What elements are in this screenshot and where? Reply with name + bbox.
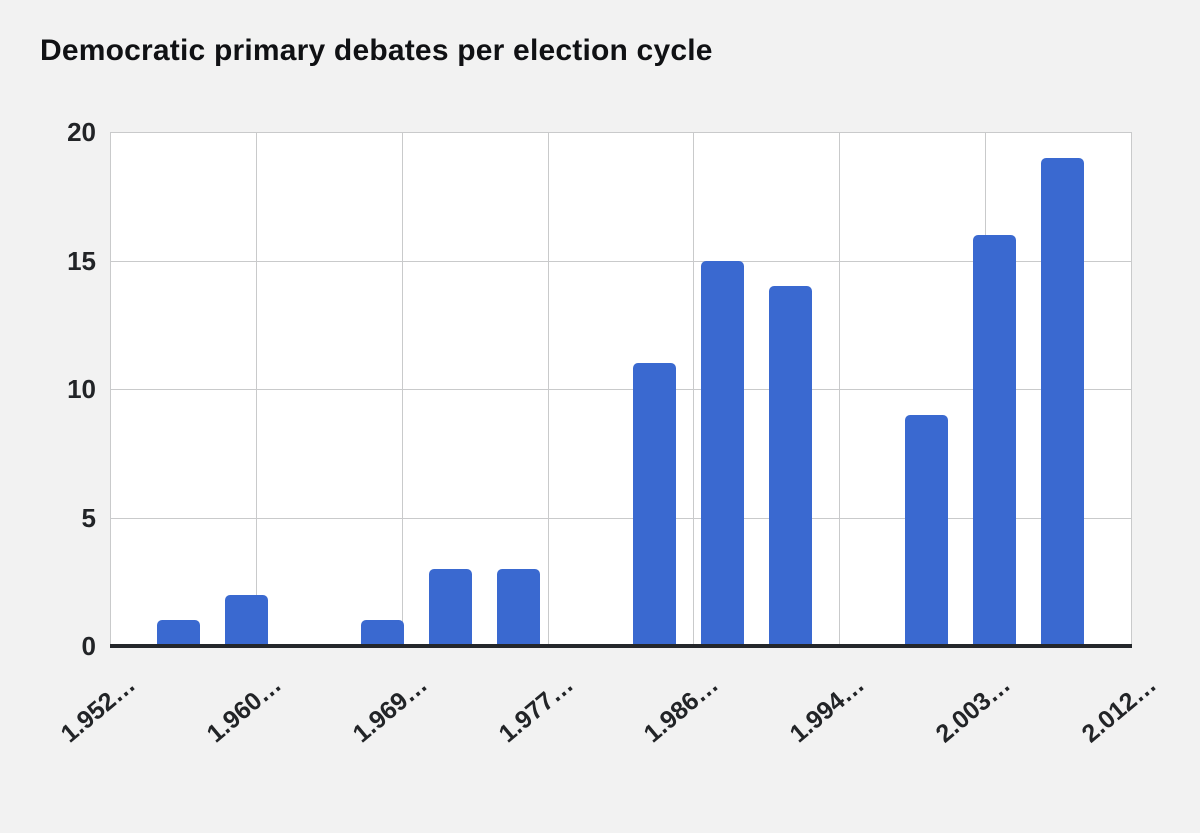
y-tick-label: 15 [67,246,96,276]
x-gridline [693,132,694,646]
x-gridline [402,132,403,646]
y-tick-label: 10 [67,374,96,404]
bar-2004[interactable] [973,235,1016,646]
bar-1988[interactable] [701,261,744,647]
y-gridline [110,518,1132,519]
y-gridline [110,132,1132,133]
bar-1976[interactable] [497,569,540,646]
bar-1972[interactable] [429,569,472,646]
bar-1968[interactable] [361,620,404,646]
y-tick-label: 5 [81,503,96,533]
y-tick-label: 0 [81,631,96,661]
bar-1992[interactable] [769,286,812,646]
bar-1960[interactable] [225,595,268,646]
y-gridline [110,261,1132,262]
y-tick-label: 20 [67,117,96,147]
x-gridline [1131,132,1132,646]
chart-card: Democratic primary debates per election … [40,34,1162,748]
x-gridline [256,132,257,646]
y-gridline [110,389,1132,390]
bar-1956[interactable] [157,620,200,646]
x-gridline [839,132,840,646]
bar-1984[interactable] [633,363,676,646]
x-gridline [548,132,549,646]
chart-title: Democratic primary debates per election … [40,34,713,67]
x-axis-line [110,644,1132,648]
x-gridline [110,132,111,646]
bar-2008[interactable] [1041,158,1084,646]
bar-2000[interactable] [905,415,948,646]
